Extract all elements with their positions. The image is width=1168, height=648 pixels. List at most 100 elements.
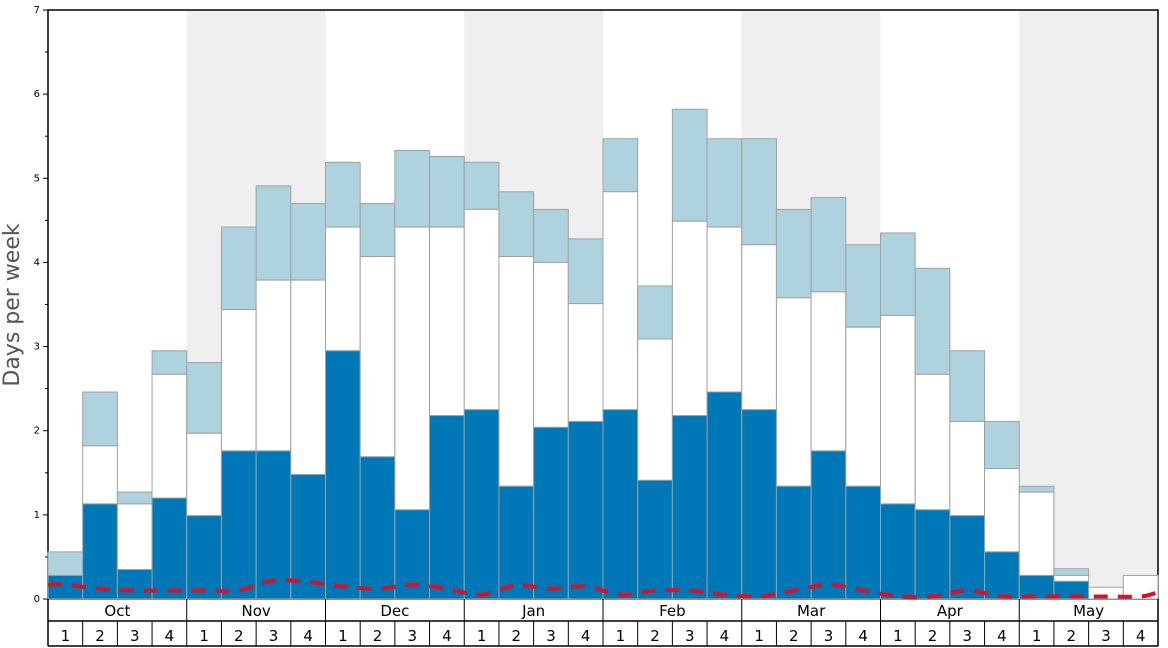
bar-middle-segment [220,309,257,452]
week-label: 2 [789,627,799,645]
bar-bottom-segment [741,409,777,600]
bar-top-segment [255,185,292,281]
week-label: 3 [269,627,279,645]
y-tick-label: 6 [34,89,40,100]
week-label: 4 [997,627,1007,645]
bar-middle-segment [116,503,153,571]
bar-top-segment [671,108,708,222]
bar-top-segment [151,350,188,375]
week-label: 4 [1136,627,1146,645]
week-label: 2 [95,627,105,645]
bar-bottom-segment [567,420,604,600]
bar-middle-segment [498,256,535,487]
week-label: 2 [1067,627,1077,645]
bar-middle-segment [463,208,500,411]
week-label: 4 [581,627,591,645]
bar-middle-segment [775,297,812,487]
y-tick-label: 1 [34,510,40,521]
bar-middle-segment [359,256,396,458]
bar-middle-segment [1053,574,1090,582]
bar-top-segment [290,203,326,281]
bar-bottom-segment [880,503,916,600]
bar-bottom-segment [602,409,639,600]
bar-top-segment [1053,568,1090,576]
week-label: 2 [234,627,244,645]
week-label: 4 [858,627,868,645]
week-label: 1 [199,627,209,645]
month-label-nov: Nov [241,602,270,620]
bar-bottom-segment [706,391,743,600]
bar-middle-segment [706,226,743,393]
week-label: 3 [546,627,556,645]
bar-middle-segment [637,338,673,481]
bar-middle-segment [567,303,604,422]
bar-bottom-segment [463,409,500,600]
week-label: 2 [373,627,383,645]
week-label: 3 [407,627,417,645]
week-label: 1 [754,627,764,645]
bar-bottom-segment [186,515,222,600]
month-label-mar: Mar [797,602,826,620]
bar-bottom-segment [82,503,118,600]
week-label: 1 [338,627,348,645]
week-label: 1 [616,627,626,645]
bar-bottom-segment [984,551,1020,600]
bars [47,108,1159,600]
bar-top-segment [325,161,361,228]
bar-top-segment [394,150,431,228]
y-tick-label: 7 [34,5,40,16]
bar-bottom-segment [845,485,881,600]
dashed-line-series [47,578,1159,600]
bar-top-segment [706,138,743,228]
bar-top-segment [533,208,569,263]
month-label-oct: Oct [104,602,130,620]
dashed-line-path [47,578,1159,600]
bar-bottom-segment [151,497,188,600]
week-label: 1 [61,627,71,645]
y-tick-label: 0 [34,594,40,605]
week-label: 4 [303,627,313,645]
week-label: 2 [512,627,522,645]
bar-top-segment [116,491,153,505]
bar-bottom-segment [533,426,569,600]
bar-bottom-segment [429,415,465,600]
bar-middle-segment [82,445,118,505]
week-label: 1 [1032,627,1042,645]
bar-middle-segment [394,226,431,511]
month-label-may: May [1073,602,1104,620]
bar-middle-segment [671,220,708,417]
bar-middle-segment [880,314,916,505]
bar-top-segment [47,551,84,576]
bar-top-segment [498,191,535,258]
bar-bottom-segment [810,450,847,600]
y-tick-label: 2 [34,426,40,437]
bar-middle-segment [984,468,1020,553]
bar-top-segment [914,267,951,375]
bar-top-segment [775,208,812,299]
bar-bottom-segment [949,515,986,600]
week-label: 3 [1101,627,1111,645]
month-label-jan: Jan [521,602,545,620]
bar-top-segment [359,203,396,258]
bar-top-segment [984,420,1020,470]
bar-bottom-segment [914,509,951,600]
bar-bottom-segment [637,479,673,600]
bar-middle-segment [429,226,465,417]
week-label: 2 [650,627,660,645]
bar-middle-segment [186,432,222,517]
bar-top-segment [567,238,604,305]
bar-top-segment [602,138,639,193]
month-label-feb: Feb [659,602,686,620]
bar-top-segment [880,232,916,316]
week-label: 1 [477,627,487,645]
month-label-apr: Apr [937,602,964,620]
week-label: 4 [165,627,175,645]
week-label: 3 [130,627,140,645]
bar-bottom-segment [671,415,708,600]
bar-top-segment [810,197,847,293]
week-label: 3 [824,627,834,645]
bar-middle-segment [845,326,881,487]
bar-bottom-segment [116,569,153,600]
week-label: 2 [928,627,938,645]
